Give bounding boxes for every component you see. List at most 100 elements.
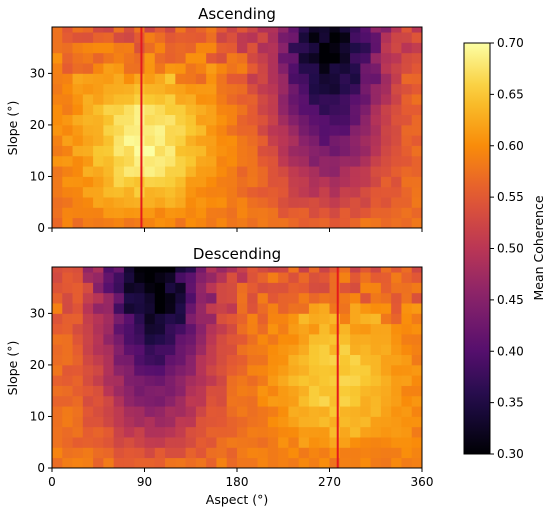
heatmap-cell <box>401 426 413 438</box>
heatmap-cell <box>195 217 207 229</box>
heatmap-cell <box>113 354 125 366</box>
heatmap-cell <box>350 114 361 126</box>
heatmap-cell <box>288 124 300 136</box>
heatmap-cell <box>237 385 248 397</box>
heatmap-cell <box>308 145 320 157</box>
heatmap-cell <box>298 354 310 366</box>
heatmap-cell <box>72 292 84 304</box>
heatmap-cell <box>278 73 289 85</box>
heatmap-cell <box>195 27 207 33</box>
heatmap-cell <box>360 124 372 136</box>
heatmap-cell <box>380 83 392 95</box>
heatmap-cell <box>339 42 351 54</box>
heatmap-cell <box>72 176 84 188</box>
heatmap-cell <box>411 83 423 95</box>
heatmap-cell <box>206 104 217 116</box>
heatmap-cell <box>154 385 166 397</box>
heatmap-cell <box>195 155 207 167</box>
heatmap-cell <box>360 94 372 105</box>
heatmap-cell <box>257 447 269 459</box>
heatmap-cell <box>329 217 341 229</box>
heatmap-cell <box>82 73 94 85</box>
heatmap-cell <box>93 73 104 85</box>
heatmap-cell <box>339 186 351 198</box>
heatmap-cell <box>391 457 402 469</box>
heatmap-cell <box>175 73 187 85</box>
heatmap-cell <box>206 426 217 438</box>
heatmap-cell <box>370 186 382 198</box>
heatmap-cell <box>391 52 402 64</box>
heatmap-cell <box>93 124 104 136</box>
heatmap-cell <box>134 186 145 198</box>
heatmap-cell <box>370 313 382 325</box>
heatmap-cell <box>267 313 279 325</box>
heatmap-cell <box>329 186 341 198</box>
heatmap-cell <box>350 32 361 43</box>
heatmap-cell <box>391 272 402 283</box>
heatmap-cell <box>411 406 423 417</box>
heatmap-cell <box>123 27 135 33</box>
heatmap-cell <box>401 344 413 356</box>
heatmap-cell <box>185 104 197 116</box>
heatmap-cell <box>288 272 300 283</box>
heatmap-cell <box>298 457 310 469</box>
heatmap-cell <box>360 145 372 157</box>
heatmap-cell <box>401 217 413 229</box>
heatmap-cell <box>298 155 310 167</box>
heatmap-cell <box>103 32 115 43</box>
heatmap-cell <box>278 166 289 177</box>
heatmap-cell <box>103 395 115 407</box>
heatmap-cell <box>62 94 73 105</box>
heatmap-cell <box>319 135 330 146</box>
heatmap-cell <box>175 364 187 376</box>
heatmap-cell <box>319 176 330 188</box>
heatmap-cell <box>144 395 156 407</box>
heatmap-cell <box>267 447 279 459</box>
heatmap-cell <box>401 135 413 146</box>
ascending-y-ticks: 0 10 20 30 <box>30 66 52 235</box>
heatmap-cell <box>195 323 207 335</box>
heatmap-cell <box>288 395 300 407</box>
heatmap-cell <box>278 27 289 33</box>
heatmap-cell <box>52 52 63 64</box>
heatmap-cell <box>411 447 423 459</box>
heatmap-cell <box>319 426 330 438</box>
heatmap-cell <box>206 135 217 146</box>
heatmap-cell <box>175 155 187 167</box>
heatmap-cell <box>195 52 207 64</box>
heatmap-cell <box>82 334 94 345</box>
heatmap-cell <box>226 426 238 438</box>
heatmap-cell <box>195 406 207 417</box>
heatmap-cell <box>93 447 104 459</box>
heatmap-cell <box>52 272 63 283</box>
heatmap-cell <box>154 114 166 126</box>
heatmap-cell <box>247 313 258 325</box>
heatmap-cell <box>237 267 248 273</box>
heatmap-cell <box>257 334 269 345</box>
descending-x-axis-label: Aspect (°) <box>206 492 268 507</box>
heatmap-cell <box>216 323 228 335</box>
heatmap-cell <box>298 375 310 386</box>
heatmap-cell <box>288 217 300 229</box>
heatmap-cell <box>185 334 197 345</box>
heatmap-cell <box>360 197 372 208</box>
heatmap-cell <box>165 73 176 85</box>
heatmap-cell <box>339 267 351 273</box>
heatmap-cell <box>154 197 166 208</box>
ascending-y-axis-label: Slope (°) <box>5 101 20 156</box>
heatmap-cell <box>257 73 269 85</box>
heatmap-cell <box>278 267 289 273</box>
heatmap-cell <box>237 395 248 407</box>
heatmap-cell <box>237 73 248 85</box>
heatmap-cell <box>237 292 248 304</box>
heatmap-cell <box>93 437 104 448</box>
heatmap-cell <box>62 282 73 294</box>
heatmap-cell <box>134 406 145 417</box>
heatmap-cell <box>411 313 423 325</box>
heatmap-cell <box>216 303 228 314</box>
heatmap-cell <box>350 323 361 335</box>
heatmap-cell <box>195 114 207 126</box>
heatmap-cell <box>401 73 413 85</box>
heatmap-cell <box>154 32 166 43</box>
heatmap-cell <box>360 27 372 33</box>
